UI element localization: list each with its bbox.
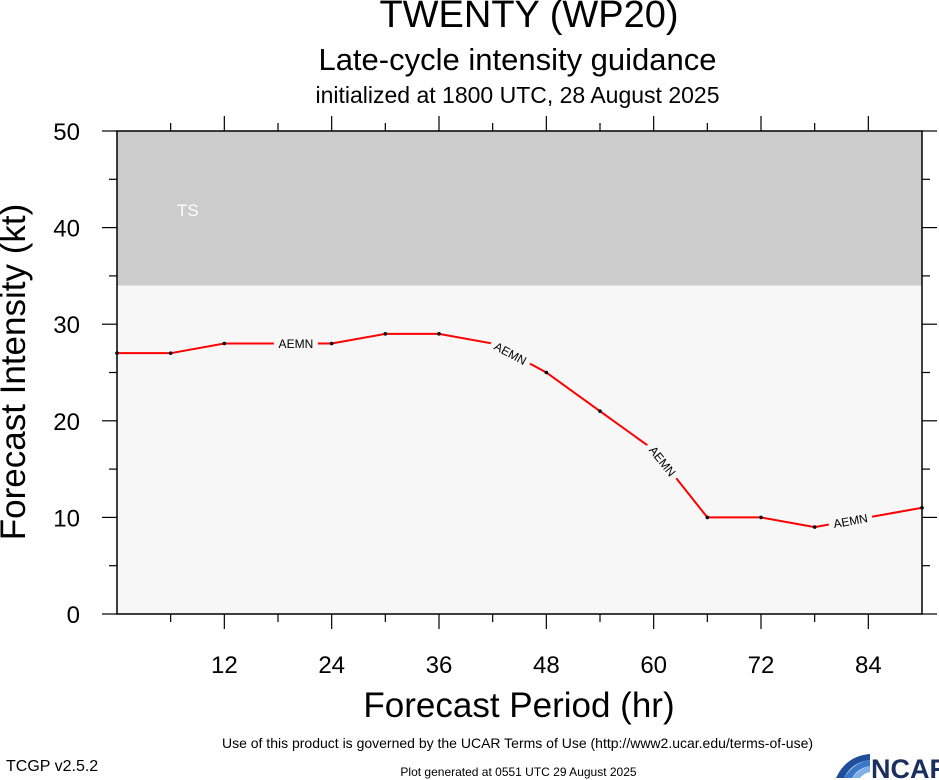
band-label: TS [177, 201, 199, 220]
chart-subtitle: Late-cycle intensity guidance [318, 42, 717, 77]
x-tick-label: 12 [211, 652, 238, 679]
data-point [168, 351, 173, 355]
data-point [329, 341, 334, 346]
series-label: AEMN [273, 336, 318, 351]
y-tick-label: 30 [53, 312, 80, 339]
intensity-bands: TS [117, 131, 922, 614]
series-label: AEMN [827, 509, 874, 532]
series-label-bg [273, 336, 318, 351]
series-label-bg [643, 439, 682, 483]
terms-of-use: Use of this product is governed by the U… [221, 735, 814, 751]
version-label: TCGP v2.5.2 [6, 758, 99, 775]
x-tick-label: 48 [533, 652, 560, 679]
x-tick-label: 72 [748, 652, 775, 679]
x-tick-label: 24 [318, 652, 345, 679]
series-label-bg [827, 509, 874, 532]
data-point [812, 525, 817, 529]
axis-ticks [102, 116, 937, 629]
y-axis-label: Forecast Intensity (kt) [0, 203, 33, 541]
series-label-text: AEMN [832, 511, 869, 531]
y-tick-label: 50 [53, 119, 80, 146]
y-tick-label: 10 [53, 505, 80, 532]
intensity-band [117, 131, 922, 286]
y-tick-label: 40 [53, 216, 80, 243]
below-ts-band [117, 285, 922, 614]
data-point [544, 370, 549, 375]
y-tick-label: 0 [67, 602, 80, 629]
x-tick-label: 36 [426, 652, 453, 679]
initialization-time: initialized at 1800 UTC, 28 August 2025 [315, 82, 720, 108]
series-label-bg [487, 336, 534, 370]
data-point [437, 332, 441, 336]
tick-labels: 12 24 36 48 60 72 84 0 10 20 30 40 50 [53, 119, 881, 679]
generated-time: Plot generated at 0551 UTC 29 August 202… [400, 765, 637, 779]
data-point [383, 332, 388, 336]
x-axis-label: Forecast Period (hr) [363, 686, 675, 725]
y-tick-label: 20 [53, 409, 80, 436]
series-label-text: AEMN [279, 337, 314, 351]
ncar-logo-text: NCAR [871, 754, 939, 780]
data-point [705, 515, 710, 520]
x-tick-label: 84 [855, 652, 882, 679]
data-point [759, 515, 763, 520]
data-point [222, 341, 227, 346]
ncar-logo: NCAR [836, 754, 939, 780]
data-point [598, 409, 602, 413]
plot-frame [116, 130, 923, 615]
chart-title: TWENTY (WP20) [379, 0, 679, 36]
x-tick-label: 60 [640, 652, 667, 679]
